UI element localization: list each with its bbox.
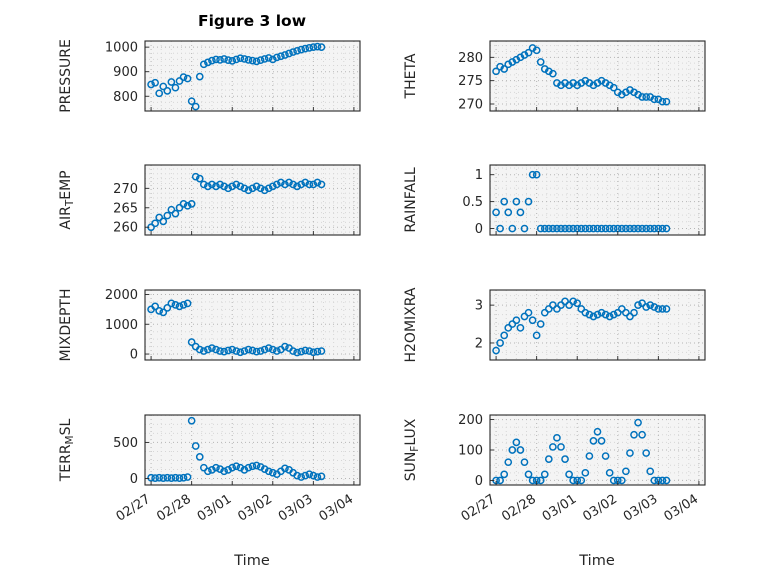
y-axis-label-rainfall: RAINFALL — [403, 167, 419, 232]
svg-text:03/02: 03/02 — [235, 492, 275, 525]
axes-box — [144, 40, 361, 112]
svg-text:02/28: 02/28 — [499, 492, 539, 525]
svg-text:1: 1 — [475, 168, 483, 183]
svg-text:02/28: 02/28 — [154, 492, 194, 525]
svg-text:0: 0 — [475, 474, 483, 489]
tick-marks — [490, 56, 700, 111]
svg-text:280: 280 — [458, 51, 483, 66]
y-axis-label-theta: THETA — [403, 53, 419, 99]
svg-text:2: 2 — [475, 336, 483, 351]
svg-text:03/01: 03/01 — [540, 492, 580, 525]
svg-text:0: 0 — [475, 222, 483, 237]
subplot-air-temp: 260 265 270 AIRTEMP — [58, 164, 361, 236]
tick-marks — [490, 174, 700, 235]
svg-text:03/04: 03/04 — [317, 492, 357, 525]
axes-box — [144, 164, 361, 236]
x-tick-labels: 02/27 02/28 03/01 03/02 03/03 03/04 — [459, 492, 701, 525]
svg-text:3: 3 — [475, 299, 483, 314]
markers-sun-flux — [492, 418, 671, 485]
y-axis-label-mixdepth: MIXDEPTH — [58, 289, 74, 362]
svg-text:0: 0 — [130, 348, 138, 363]
svg-text:03/03: 03/03 — [276, 492, 316, 525]
svg-text:500: 500 — [113, 436, 138, 451]
svg-text:270: 270 — [458, 98, 483, 113]
y-tick-labels: 800 900 1000 — [105, 41, 138, 105]
svg-text:900: 900 — [113, 65, 138, 80]
markers-terr-msl — [147, 416, 326, 482]
tick-marks — [145, 441, 355, 485]
svg-text:275: 275 — [458, 74, 483, 89]
markers-theta — [492, 44, 671, 106]
y-axis-label-h2omixra: H2OMIXRA — [403, 287, 419, 362]
markers-h2omixra — [492, 297, 671, 355]
y-axis-label-sun-flux: SUNFLUX — [403, 418, 421, 481]
svg-text:03/02: 03/02 — [580, 492, 620, 525]
y-tick-labels: 260 265 270 — [113, 182, 138, 236]
svg-text:03/03: 03/03 — [621, 492, 661, 525]
tick-marks — [145, 294, 355, 360]
y-axis-label-terr-msl: TERRMSL — [58, 418, 76, 482]
tick-marks — [145, 187, 355, 235]
markers-rainfall — [492, 170, 671, 233]
subplot-theta: 270 275 280 THETA — [403, 40, 706, 113]
markers-pressure — [147, 42, 326, 111]
axes-box — [489, 289, 706, 361]
svg-text:02/27: 02/27 — [114, 492, 154, 525]
x-axis-label-right: Time — [579, 553, 615, 569]
svg-text:1000: 1000 — [105, 41, 138, 56]
y-axis-label-air-temp: AIRTEMP — [58, 170, 76, 229]
svg-text:2000: 2000 — [105, 288, 138, 303]
svg-text:0: 0 — [130, 472, 138, 487]
tick-marks — [145, 46, 355, 111]
y-tick-labels: 0 100 200 — [458, 413, 483, 489]
svg-text:800: 800 — [113, 90, 138, 105]
tick-marks — [490, 304, 700, 360]
axes-box — [489, 164, 706, 236]
y-tick-labels: 00.51 — [462, 168, 483, 237]
y-tick-labels: 0 1000 2000 — [105, 288, 138, 363]
axes-box — [144, 289, 361, 361]
subplot-pressure: 800 900 1000 PRESSURE — [58, 39, 361, 113]
markers-mixdepth — [147, 299, 326, 357]
tick-marks — [490, 419, 700, 485]
svg-text:265: 265 — [113, 201, 138, 216]
svg-text:200: 200 — [458, 413, 483, 428]
y-tick-labels: 270 275 280 — [458, 51, 483, 113]
svg-text:260: 260 — [113, 221, 138, 236]
y-axis-label-pressure: PRESSURE — [58, 39, 74, 113]
svg-text:270: 270 — [113, 182, 138, 197]
x-axis-label-left: Time — [234, 553, 270, 569]
svg-text:02/27: 02/27 — [459, 492, 499, 525]
svg-text:100: 100 — [458, 444, 483, 459]
y-tick-labels: 23 — [475, 299, 483, 352]
svg-text:03/01: 03/01 — [195, 492, 235, 525]
axes-box — [489, 40, 706, 112]
svg-text:03/04: 03/04 — [662, 492, 702, 525]
svg-text:1000: 1000 — [105, 318, 138, 333]
figure-title: Figure 3 low — [197, 12, 307, 30]
axes-box — [144, 414, 361, 486]
y-tick-labels: 0 500 — [113, 436, 138, 487]
x-tick-labels: 02/27 02/28 03/01 03/02 03/03 03/04 — [114, 492, 356, 525]
subplot-terr-msl: 0 500 TERRMSL 02/27 02/28 03/01 03/02 03/03 03/0… — [58, 414, 361, 525]
subplot-mixdepth: 0 1000 2000 MIXDEPTH — [58, 288, 361, 363]
svg-text:0.5: 0.5 — [462, 195, 483, 210]
